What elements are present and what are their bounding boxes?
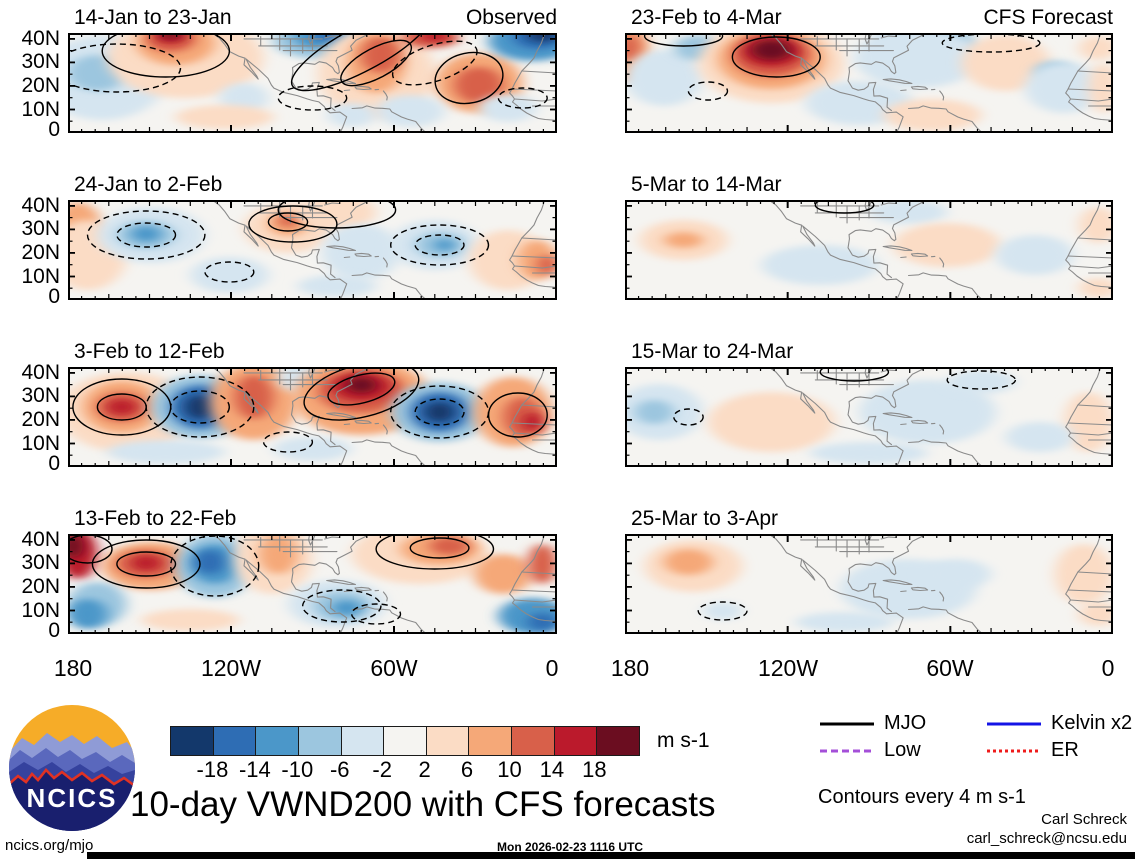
x-tick-label: 0: [1101, 655, 1115, 681]
panel-title: 14-Jan to 23-Jan: [74, 6, 232, 29]
map-observed-1: [68, 33, 557, 133]
colorbar: [170, 726, 640, 756]
colorbar-cell: [213, 727, 257, 755]
panel-title: 3-Feb to 12-Feb: [74, 340, 225, 363]
colorbar-cell: [597, 727, 640, 755]
legend-label: Kelvin x2: [1051, 712, 1133, 734]
site-url: ncics.org/mjo: [5, 837, 94, 854]
y-tick-label: 0: [48, 452, 60, 475]
y-tick-label: 20N: [21, 73, 60, 97]
panel-title: 5-Mar to 14-Mar: [631, 173, 782, 196]
map-observed-4: [68, 534, 557, 634]
panel-observed-4: 13-Feb to 22-Feb: [68, 507, 557, 634]
timestamp: Mon 2026-02-23 1116 UTC: [497, 840, 644, 854]
contour-interval-note: Contours every 4 m s-1: [818, 786, 1026, 808]
legend-line-swatch: [820, 749, 874, 753]
y-tick-label: 20N: [21, 574, 60, 598]
x-tick-label: 0: [545, 655, 559, 681]
colorbar-units: m s-1: [657, 729, 710, 752]
colorbar-tick-label: -10: [281, 757, 314, 782]
panel-forecast-1: 23-Feb to 4-Mar CFS Forecast: [625, 6, 1113, 133]
y-tick-label: 30N: [21, 217, 60, 241]
y-tick-label: 40N: [21, 26, 60, 50]
y-tick-label: 0: [48, 118, 60, 141]
panel-forecast-3: 15-Mar to 24-Mar: [625, 340, 1113, 467]
y-tick-label: 0: [48, 619, 60, 642]
x-tick-label: 180: [610, 655, 650, 681]
map-forecast-2: [625, 200, 1113, 300]
panel-title: 25-Mar to 3-Apr: [631, 507, 779, 530]
map-forecast-3: [625, 367, 1113, 467]
colorbar-cell: [298, 727, 342, 755]
y-tick-label: 0: [48, 285, 60, 308]
colorbar-tick-label: -2: [372, 757, 392, 782]
colorbar-cell: [426, 727, 470, 755]
colorbar-cell: [171, 727, 214, 755]
map-observed-3: [68, 367, 557, 467]
y-tick-label: 10N: [21, 97, 60, 121]
map-observed-2: [68, 200, 557, 300]
column-label-observed: Observed: [465, 6, 557, 29]
x-tick-label: 60W: [926, 655, 974, 681]
legend-label: Low: [884, 739, 921, 761]
panel-observed-3: 3-Feb to 12-Feb: [68, 340, 557, 467]
colorbar-cell: [554, 727, 598, 755]
y-tick-label: 20N: [21, 407, 60, 431]
x-tick-label: 120W: [757, 655, 819, 681]
legend-label: ER: [1051, 739, 1079, 761]
y-tick-label: 30N: [21, 50, 60, 74]
colorbar-tick-label: -18: [196, 757, 229, 782]
colorbar-tick-label: -14: [238, 757, 271, 782]
panel-forecast-4: 25-Mar to 3-Apr: [625, 507, 1113, 634]
colorbar-cell: [341, 727, 385, 755]
bottom-bar: [87, 852, 1135, 859]
panel-forecast-2: 5-Mar to 14-Mar: [625, 173, 1113, 300]
panel-title: 23-Feb to 4-Mar: [631, 6, 782, 29]
legend-label: MJO: [884, 712, 927, 734]
x-tick-label: 180: [53, 655, 93, 681]
panel-title: 15-Mar to 24-Mar: [631, 340, 794, 363]
map-forecast-1: [625, 33, 1113, 133]
colorbar-tick-label: 18: [582, 757, 607, 782]
map-forecast-4: [625, 534, 1113, 634]
ncics-logo: NCICS: [9, 705, 135, 831]
colorbar-cell: [384, 727, 427, 755]
legend-line-swatch: [987, 749, 1041, 753]
author: Carl Schreck: [1041, 811, 1127, 828]
colorbar-tick-label: 14: [539, 757, 565, 782]
colorbar-cell: [256, 727, 299, 755]
y-tick-label: 40N: [21, 193, 60, 217]
colorbar-cell: [512, 727, 555, 755]
panel-title: 24-Jan to 2-Feb: [74, 173, 223, 196]
x-tick-label: 60W: [370, 655, 418, 681]
colorbar-tick-label: 2: [418, 757, 431, 782]
y-tick-label: 10N: [21, 598, 60, 622]
y-tick-label: 40N: [21, 527, 60, 551]
legend-line-swatch: [820, 722, 874, 726]
colorbar-tick-label: 6: [460, 757, 474, 782]
y-tick-label: 10N: [21, 264, 60, 288]
y-tick-label: 40N: [21, 360, 60, 384]
y-tick-label: 20N: [21, 240, 60, 264]
y-tick-label: 30N: [21, 551, 60, 575]
panel-observed-2: 24-Jan to 2-Feb: [68, 173, 557, 300]
ncics-logo-text: NCICS: [27, 783, 118, 813]
colorbar-cell: [469, 727, 513, 755]
x-tick-label: 120W: [200, 655, 262, 681]
colorbar-tick-label: -6: [329, 757, 350, 782]
panel-title: 13-Feb to 22-Feb: [74, 507, 237, 530]
panel-observed-1: 14-Jan to 23-Jan Observed: [68, 6, 557, 133]
colorbar-tick-label: 10: [497, 757, 522, 782]
legend-line-swatch: [987, 722, 1041, 726]
y-tick-label: 10N: [21, 431, 60, 455]
author-email: carl_schreck@ncsu.edu: [966, 830, 1127, 847]
y-tick-label: 30N: [21, 384, 60, 408]
page-title: 10-day VWND200 with CFS forecasts: [130, 785, 716, 824]
column-label-forecast: CFS Forecast: [983, 6, 1113, 29]
